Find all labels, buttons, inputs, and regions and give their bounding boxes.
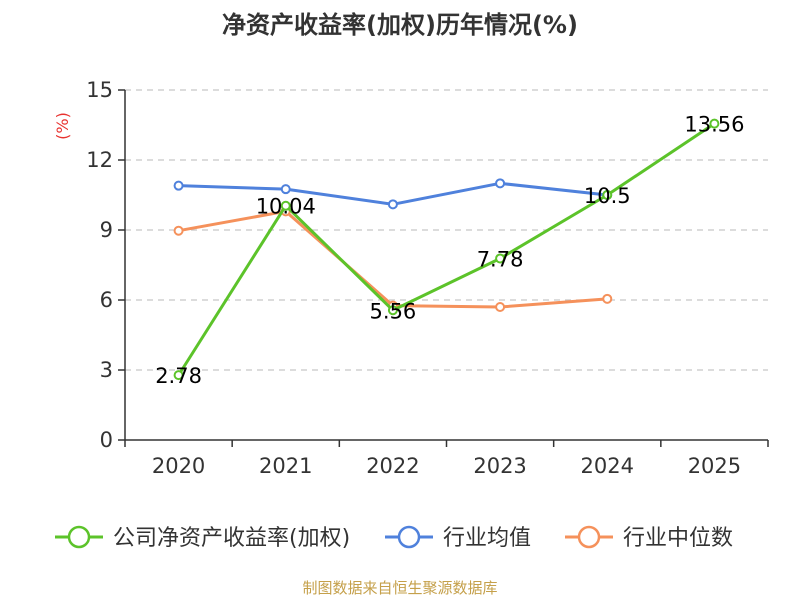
legend-item[interactable]: 公司净资产收益率(加权) bbox=[55, 525, 350, 551]
data-labels: 2.78 10.04 5.56 7.78 10.5 13.56 bbox=[155, 113, 744, 389]
grid-lines bbox=[125, 89, 768, 371]
legend[interactable]: 公司净资产收益率(加权) 行业均值 行业中位数 bbox=[55, 525, 733, 551]
series-line bbox=[178, 209, 608, 309]
y-axis-unit: (%) bbox=[53, 112, 72, 140]
y-tick-label: 6 bbox=[100, 288, 113, 312]
legend-swatch-marker bbox=[397, 525, 421, 549]
data-point[interactable] bbox=[173, 180, 184, 191]
data-source-note: 制图数据来自恒生聚源数据库 bbox=[302, 579, 497, 597]
x-tick-label: 2021 bbox=[259, 454, 312, 478]
data-point[interactable] bbox=[280, 200, 291, 211]
data-point[interactable] bbox=[387, 199, 398, 210]
data-point[interactable] bbox=[709, 118, 720, 129]
legend-item[interactable]: 行业均值 bbox=[385, 525, 531, 551]
data-label: 7.78 bbox=[477, 247, 524, 271]
y-tick-label: 0 bbox=[100, 428, 113, 452]
legend-item[interactable]: 行业中位数 bbox=[565, 525, 733, 551]
x-tick-label: 2025 bbox=[688, 454, 741, 478]
legend-swatch-marker bbox=[67, 525, 91, 549]
data-point[interactable] bbox=[495, 302, 506, 312]
x-tick-label: 2022 bbox=[366, 454, 419, 478]
series-line bbox=[177, 122, 716, 376]
data-point[interactable] bbox=[173, 225, 184, 236]
y-tick-label: 9 bbox=[100, 218, 113, 242]
data-label: 2.78 bbox=[155, 364, 202, 388]
data-point[interactable] bbox=[387, 305, 398, 316]
legend-label: 行业中位数 bbox=[623, 526, 733, 551]
data-point[interactable] bbox=[280, 184, 291, 195]
x-tick-label: 2024 bbox=[581, 454, 634, 478]
data-point[interactable] bbox=[173, 370, 184, 381]
x-tick-label: 2023 bbox=[473, 454, 526, 478]
data-point[interactable] bbox=[495, 253, 506, 264]
data-point[interactable] bbox=[602, 293, 613, 304]
y-tick-label: 3 bbox=[100, 358, 113, 382]
data-label: 13.56 bbox=[684, 113, 744, 137]
data-point[interactable] bbox=[495, 178, 506, 189]
legend-swatch-marker bbox=[577, 525, 601, 549]
legend-label: 行业均值 bbox=[443, 526, 531, 551]
axes: 0 3 6 9 12 15 2020 2021 2022 2023 2024 2025 bbox=[86, 78, 769, 478]
data-label: 10.04 bbox=[256, 195, 316, 219]
data-point[interactable] bbox=[602, 190, 613, 200]
chart-title: 净资产收益率(加权)历年情况(%) bbox=[222, 11, 578, 39]
series-lines bbox=[173, 118, 720, 381]
legend-label: 公司净资产收益率(加权) bbox=[113, 526, 350, 551]
x-tick-label: 2020 bbox=[152, 454, 205, 478]
data-label: 10.5 bbox=[584, 184, 631, 208]
y-tick-label: 12 bbox=[86, 148, 113, 172]
y-tick-label: 15 bbox=[86, 78, 113, 102]
data-label: 5.56 bbox=[370, 299, 417, 323]
